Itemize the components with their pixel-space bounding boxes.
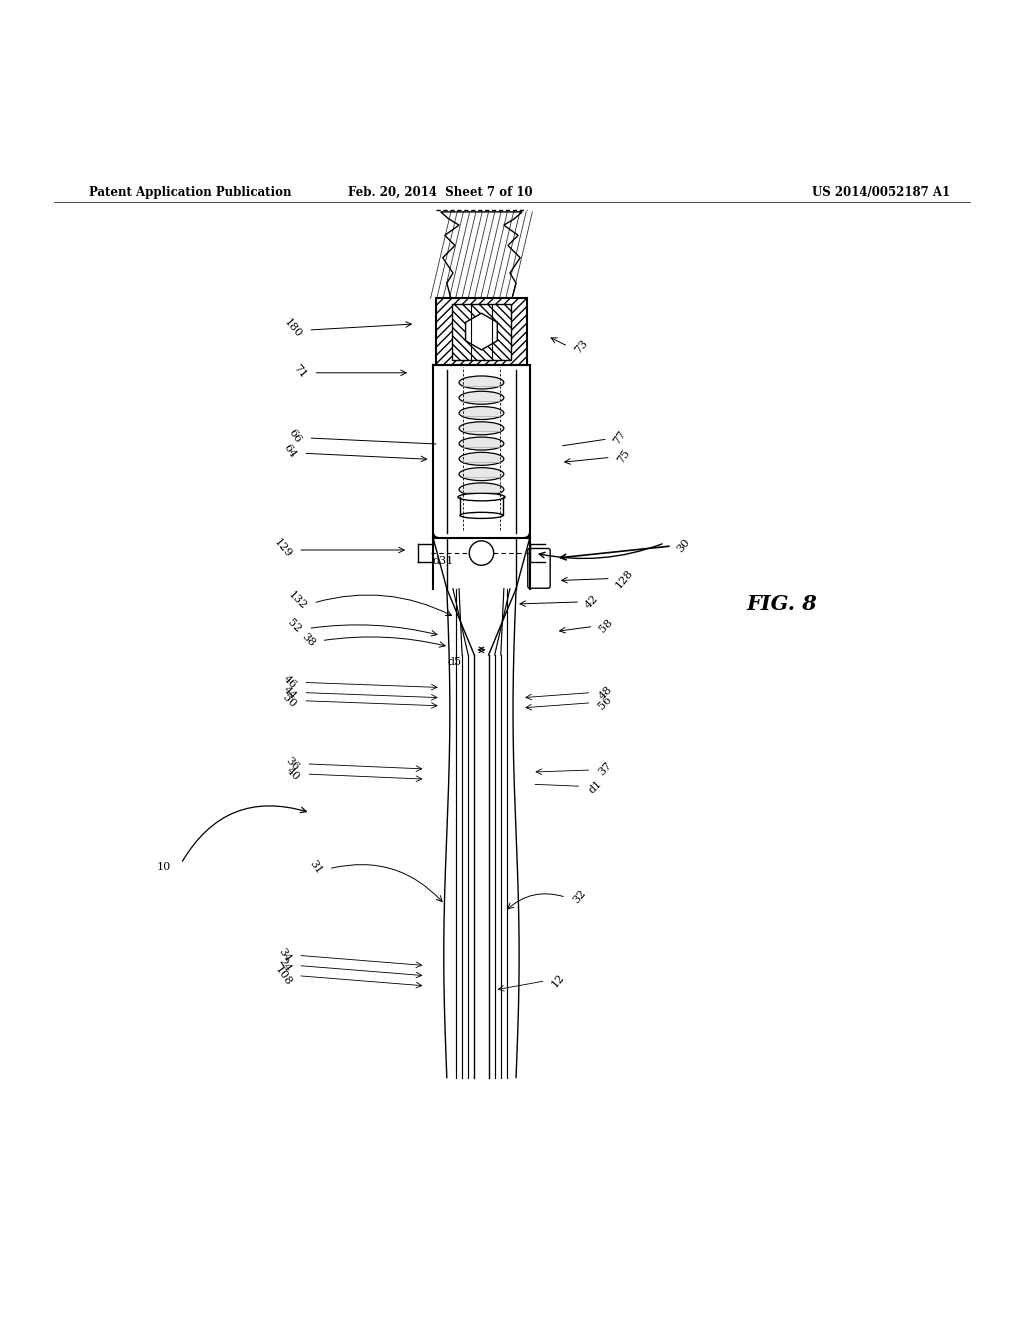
Text: 31: 31 bbox=[307, 858, 324, 875]
Text: 71: 71 bbox=[292, 363, 308, 380]
Circle shape bbox=[469, 541, 494, 565]
Polygon shape bbox=[466, 313, 498, 350]
Ellipse shape bbox=[459, 422, 504, 434]
Text: 129: 129 bbox=[271, 536, 293, 560]
Text: Feb. 20, 2014  Sheet 7 of 10: Feb. 20, 2014 Sheet 7 of 10 bbox=[348, 186, 534, 199]
Ellipse shape bbox=[460, 512, 503, 519]
Text: 56: 56 bbox=[597, 694, 613, 711]
Text: 58: 58 bbox=[598, 616, 614, 634]
Bar bbox=[435, 298, 527, 364]
Text: 30: 30 bbox=[675, 537, 692, 554]
Bar bbox=[435, 298, 527, 364]
Text: 52: 52 bbox=[286, 618, 303, 635]
Text: Patent Application Publication: Patent Application Publication bbox=[89, 186, 292, 199]
Text: 73: 73 bbox=[573, 338, 590, 355]
Text: 108: 108 bbox=[272, 964, 293, 987]
Text: 12: 12 bbox=[550, 972, 566, 990]
Text: 37: 37 bbox=[597, 760, 613, 777]
Text: 38: 38 bbox=[299, 631, 316, 648]
Text: 46: 46 bbox=[281, 673, 298, 690]
Text: 64: 64 bbox=[282, 442, 298, 459]
Text: 42: 42 bbox=[584, 594, 600, 611]
FancyBboxPatch shape bbox=[527, 549, 550, 589]
Text: 36: 36 bbox=[284, 755, 301, 772]
Text: 32: 32 bbox=[571, 887, 588, 906]
Ellipse shape bbox=[459, 376, 504, 389]
Text: 50: 50 bbox=[281, 692, 298, 709]
Text: 44: 44 bbox=[281, 684, 298, 701]
Ellipse shape bbox=[459, 467, 504, 480]
Text: 10: 10 bbox=[157, 862, 171, 871]
Bar bbox=[452, 304, 511, 359]
Bar bbox=[452, 304, 511, 359]
Text: FIG. 8: FIG. 8 bbox=[746, 594, 817, 614]
Ellipse shape bbox=[459, 483, 504, 496]
Text: US 2014/0052187 A1: US 2014/0052187 A1 bbox=[812, 186, 950, 199]
Text: d1: d1 bbox=[587, 779, 603, 796]
Text: 77: 77 bbox=[611, 429, 628, 446]
Text: 128: 128 bbox=[613, 568, 635, 590]
Text: 34: 34 bbox=[276, 946, 293, 964]
Ellipse shape bbox=[459, 453, 504, 466]
Ellipse shape bbox=[459, 407, 504, 420]
Text: d5: d5 bbox=[447, 657, 462, 667]
Text: d31: d31 bbox=[433, 556, 454, 566]
Ellipse shape bbox=[458, 494, 505, 500]
Text: 24: 24 bbox=[276, 957, 293, 974]
Text: 48: 48 bbox=[597, 684, 613, 701]
Text: 132: 132 bbox=[286, 590, 308, 612]
Ellipse shape bbox=[459, 437, 504, 450]
Text: 180: 180 bbox=[282, 317, 303, 339]
Text: 40: 40 bbox=[284, 766, 301, 783]
Text: 75: 75 bbox=[615, 447, 632, 465]
Polygon shape bbox=[440, 213, 522, 298]
Text: 66: 66 bbox=[287, 428, 303, 445]
Ellipse shape bbox=[459, 391, 504, 404]
